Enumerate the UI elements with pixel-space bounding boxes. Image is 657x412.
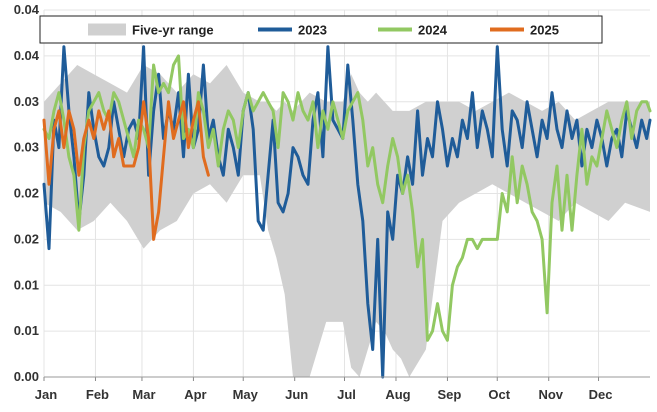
series-line-2023 (42, 45, 652, 379)
x-tick-label: Jan (35, 387, 57, 402)
y-tick-label: 0.03 (14, 94, 39, 109)
y-tick-label: 0.04 (14, 48, 40, 63)
y-axis-ticks: 0.00 0.01 0.01 0.02 0.02 0.03 0.03 0.04 0.04 (14, 2, 40, 384)
x-tick-label: May (233, 387, 259, 402)
legend-label: 2024 (418, 23, 448, 38)
y-tick-label: 0.02 (14, 186, 39, 201)
x-tick-label: Dec (589, 387, 613, 402)
y-tick-label: 0.03 (14, 140, 39, 155)
y-tick-label: 0.04 (14, 2, 40, 17)
y-tick-label: 0.00 (14, 369, 39, 384)
series-layer (42, 45, 652, 379)
legend-label: 2025 (530, 23, 559, 38)
legend-label: 2023 (298, 23, 327, 38)
x-tick-label: Jul (337, 387, 356, 402)
x-tick-label: Apr (184, 387, 206, 402)
legend: Five-yr range 2023 2024 2025 (39, 15, 603, 44)
legend-label: Five-yr range (132, 23, 214, 38)
y-tick-label: 0.01 (14, 323, 39, 338)
x-axis-ticks: Jan Feb Mar Apr May Jun Jul Aug Sep Oct Nov Dec (35, 387, 613, 402)
y-tick-label: 0.02 (14, 231, 39, 246)
x-tick-label: Feb (86, 387, 109, 402)
x-tick-label: Jun (285, 387, 308, 402)
y-tick-label: 0.01 (14, 277, 39, 292)
axes (43, 376, 650, 381)
x-tick-label: Aug (385, 387, 410, 402)
series-line-2024 (42, 54, 652, 342)
x-tick-label: Sep (438, 387, 462, 402)
x-tick-label: Mar (132, 387, 155, 402)
x-tick-label: Oct (488, 387, 510, 402)
legend-swatch (88, 23, 126, 36)
series-line-2025 (42, 100, 210, 241)
x-tick-label: Nov (538, 387, 563, 402)
